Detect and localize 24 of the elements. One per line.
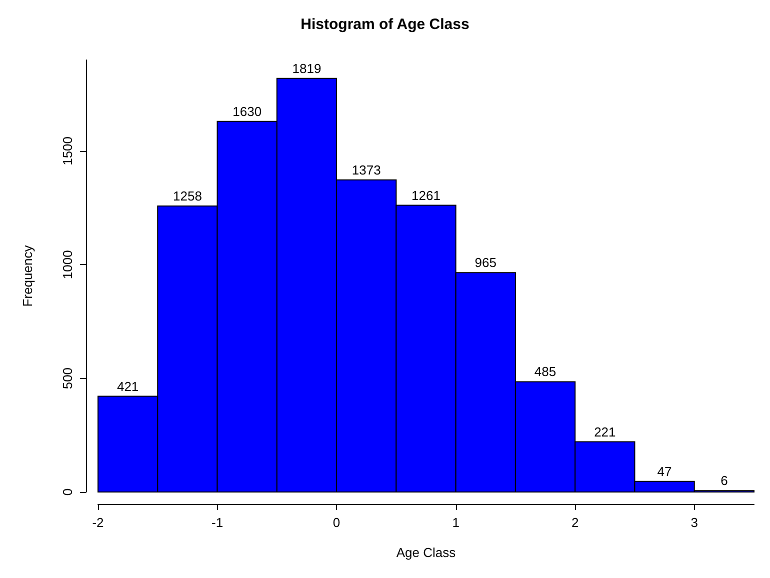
data-label: 221 xyxy=(594,424,616,440)
y-tick-label: 500 xyxy=(60,367,75,390)
x-tick-label: -2 xyxy=(92,515,104,530)
x-tick-label: 0 xyxy=(332,515,340,530)
chart-title: Histogram of Age Class xyxy=(300,16,470,33)
x-tick-label: 2 xyxy=(571,515,579,530)
data-label: 1261 xyxy=(412,188,440,203)
x-tick-label: 3 xyxy=(690,515,698,530)
y-tick-label: 1500 xyxy=(60,136,75,166)
data-label: 47 xyxy=(657,464,672,479)
data-label: 1630 xyxy=(232,104,262,119)
data-label: 6 xyxy=(720,473,728,488)
x-tick-label: -1 xyxy=(211,515,224,530)
y-axis-title: Frequency xyxy=(20,244,35,307)
data-label: 1819 xyxy=(292,60,322,76)
data-label: 1373 xyxy=(352,162,381,178)
data-label: 485 xyxy=(534,364,556,380)
x-tick-label: 1 xyxy=(452,515,460,530)
y-tick-label: 1000 xyxy=(60,250,75,280)
data-label: 1258 xyxy=(172,188,202,204)
x-axis-title: Age Class xyxy=(396,545,456,560)
data-label: 965 xyxy=(474,255,496,270)
y-tick-label: 0 xyxy=(60,488,75,496)
data-label: 421 xyxy=(116,378,139,394)
